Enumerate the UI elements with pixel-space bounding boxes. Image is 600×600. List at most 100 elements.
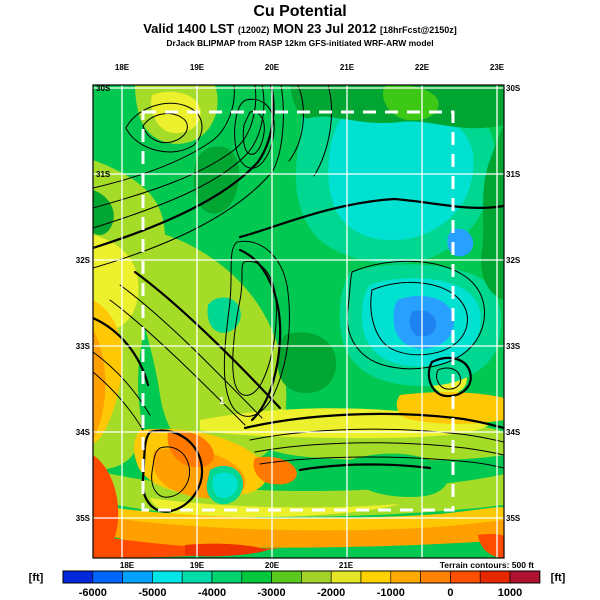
- fill-region-darkgreen-central: [277, 332, 337, 394]
- fill-region-orange-westedge: [93, 330, 106, 438]
- right-tick-30S: 30S: [506, 84, 521, 93]
- colorbar-tick-labels: -6000 -5000 -4000 -3000 -2000 -1000 0 10…: [79, 587, 523, 599]
- left-axis-labels: 30S 31S 32S 33S 34S 35S: [76, 84, 111, 523]
- terrain-contour: [370, 281, 468, 356]
- top-tick-22E: 22E: [415, 63, 430, 72]
- terrain-contour: [93, 85, 265, 229]
- fill-region-teal-central-spot: [207, 297, 241, 333]
- colorbar-segment: [271, 570, 302, 584]
- right-tick-31S: 31S: [506, 170, 521, 179]
- left-tick-30S: 30S: [96, 84, 111, 93]
- colorbar-unit-left: [ft]: [29, 572, 44, 584]
- colorbar-label--5000: -5000: [138, 587, 166, 599]
- terrain-contour: [93, 85, 284, 269]
- colorbar-segment: [122, 570, 153, 584]
- bottom-tick-19E: 19E: [190, 561, 205, 570]
- left-tick-33S: 33S: [76, 342, 91, 351]
- colorbar-label--6000: -6000: [79, 587, 107, 599]
- right-tick-33S: 33S: [506, 342, 521, 351]
- bottom-tick-21E: 21E: [339, 561, 354, 570]
- colorbar-segment: [181, 570, 213, 584]
- terrain-contour-bold: [298, 463, 432, 472]
- colorbar-label-0: 0: [447, 587, 453, 599]
- terrain-contour: [93, 371, 144, 431]
- fill-region-orangered-corner: [93, 455, 119, 558]
- top-tick-19E: 19E: [190, 63, 205, 72]
- valid-prefix: Valid 1400 LST: [143, 21, 235, 36]
- colorbar-segment: [241, 570, 272, 584]
- top-tick-21E: 21E: [340, 63, 355, 72]
- right-tick-32S: 32S: [506, 256, 521, 265]
- terrain-contour: [346, 260, 485, 370]
- terrain-contours-note: Terrain contours: 500 ft: [440, 560, 534, 570]
- terrain-contours: [93, 85, 504, 513]
- model-domain-box: [141, 110, 455, 512]
- colorbar-segment: [479, 570, 511, 584]
- terrain-contour: [142, 113, 188, 144]
- valid-date: MON 23 Jul 2012: [273, 21, 377, 36]
- terrain-contour: [313, 85, 333, 177]
- fill-region-orange-bottom: [93, 515, 504, 548]
- top-axis-labels: 18E 19E 20E 21E 22E 23E: [115, 63, 505, 72]
- colorbar-segment: [301, 570, 332, 584]
- fill-region-red-bottom: [185, 543, 268, 557]
- terrain-contour: [93, 351, 151, 416]
- terrain-contour-bold: [243, 412, 504, 430]
- terrain-contour: [254, 442, 504, 456]
- colorbar-label--4000: -4000: [198, 587, 226, 599]
- terrain-contour-bold: [133, 270, 282, 410]
- colorbar-segment: [420, 570, 451, 584]
- colorbar-label--3000: -3000: [258, 587, 286, 599]
- terrain-contour: [242, 111, 265, 155]
- fill-region-deeporange-1: [167, 430, 215, 468]
- terrain-contour: [436, 367, 462, 390]
- site-marker: 1: [219, 396, 225, 407]
- terrain-contour: [288, 85, 304, 162]
- terrain-contour-bold: [93, 85, 275, 250]
- colorbar-unit-right: [ft]: [551, 572, 566, 584]
- colorbar-segment: [360, 570, 392, 584]
- colorbar-segment: [509, 570, 541, 584]
- fill-region-cyan-ne: [328, 112, 474, 241]
- colorbar: [ft] [ft] -6000 -5000 -4000 -3000: [29, 570, 566, 599]
- colorbar-segment: [62, 570, 94, 584]
- cu-potential-field: 1: [93, 85, 504, 558]
- fill-region-yellow-bottom: [150, 498, 400, 518]
- terrain-contour: [151, 446, 191, 498]
- colorbar-label--1000: -1000: [377, 587, 405, 599]
- terrain-contour: [249, 428, 504, 443]
- colorbar-segment: [92, 570, 123, 584]
- fill-region-cyan-cape: [212, 472, 238, 499]
- top-tick-20E: 20E: [265, 63, 280, 72]
- terrain-contour: [93, 85, 235, 189]
- bottom-tick-20E: 20E: [265, 561, 280, 570]
- chart-header: Cu Potential Valid 1400 LST (1200Z) MON …: [0, 3, 600, 49]
- colorbar-segment: [450, 570, 481, 584]
- fill-region-darkgreen-eastedge: [481, 125, 504, 300]
- fill-region-darkgreen-west: [93, 190, 114, 236]
- terrain-contour-bold: [238, 197, 504, 239]
- colorbar-segment: [330, 570, 362, 584]
- terrain-contour: [259, 456, 504, 469]
- colorbar-label-1000: 1000: [498, 587, 522, 599]
- terrain-contour-bold: [427, 356, 472, 398]
- colorbar-segment: [390, 570, 421, 584]
- valid-time-line: Valid 1400 LST (1200Z) MON 23 Jul 2012 […: [0, 21, 600, 38]
- colorbar-label--2000: -2000: [317, 587, 345, 599]
- fill-region-darkgreen-oval: [193, 146, 240, 214]
- colorbar-segment: [211, 570, 243, 584]
- fill-region-deepblue-core: [409, 310, 437, 337]
- left-tick-34S: 34S: [76, 428, 91, 437]
- terrain-contour: [109, 299, 246, 426]
- chart-title: Cu Potential: [253, 3, 347, 20]
- right-tick-35S: 35S: [506, 514, 521, 523]
- map-frame: [92, 84, 505, 559]
- left-tick-35S: 35S: [76, 514, 91, 523]
- terrain-contour-bold: [93, 316, 150, 387]
- forecast-info: [18hrFcst@2150z]: [379, 25, 457, 35]
- left-tick-31S: 31S: [96, 170, 111, 179]
- model-attribution-line: DrJack BLIPMAP from RASP 12km GFS-initia…: [166, 38, 434, 48]
- terrain-contour-bold: [238, 248, 282, 422]
- top-tick-18E: 18E: [115, 63, 130, 72]
